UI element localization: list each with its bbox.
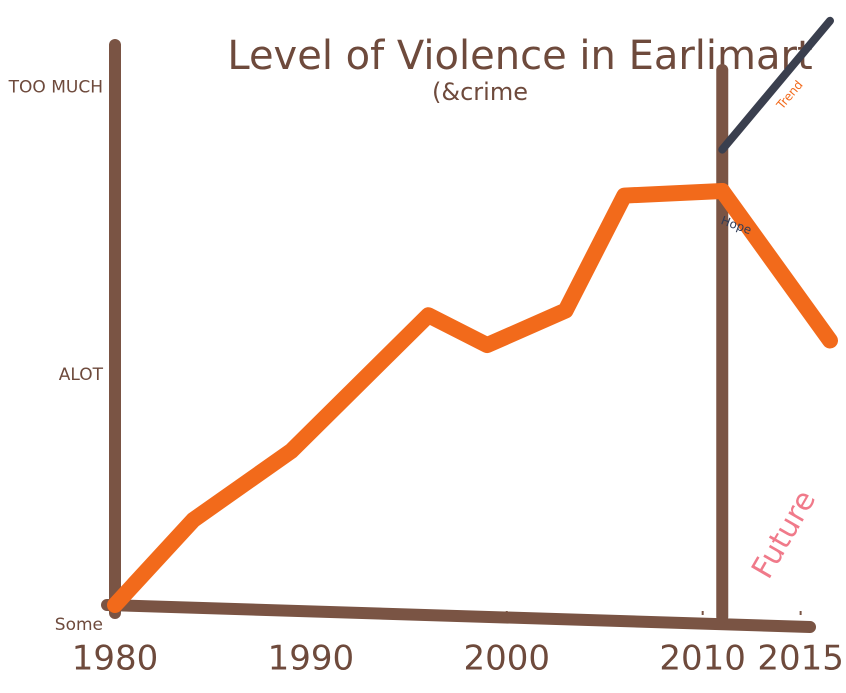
x-tick-label: 2000: [464, 639, 551, 679]
y-tick-label: Some: [55, 615, 103, 635]
y-tick-label: ALOT: [59, 365, 104, 385]
x-tick-label: 1990: [268, 639, 355, 679]
chart: Level of Violence in Earlimart (&crime S…: [0, 0, 846, 693]
line-series: [115, 191, 722, 605]
x-tick-label: 2015: [757, 639, 844, 679]
chart-subtitle: (&crime: [432, 78, 528, 106]
page: {"chart_data": { "type": "line", "title"…: [0, 0, 846, 693]
annotation: Future: [745, 484, 823, 584]
x-tick-label: 2010: [659, 639, 746, 679]
x-axis: [107, 605, 810, 627]
line-series: [722, 191, 830, 341]
x-tick-label: 1980: [72, 639, 159, 679]
y-tick-label: TOO MUCH: [8, 78, 103, 98]
